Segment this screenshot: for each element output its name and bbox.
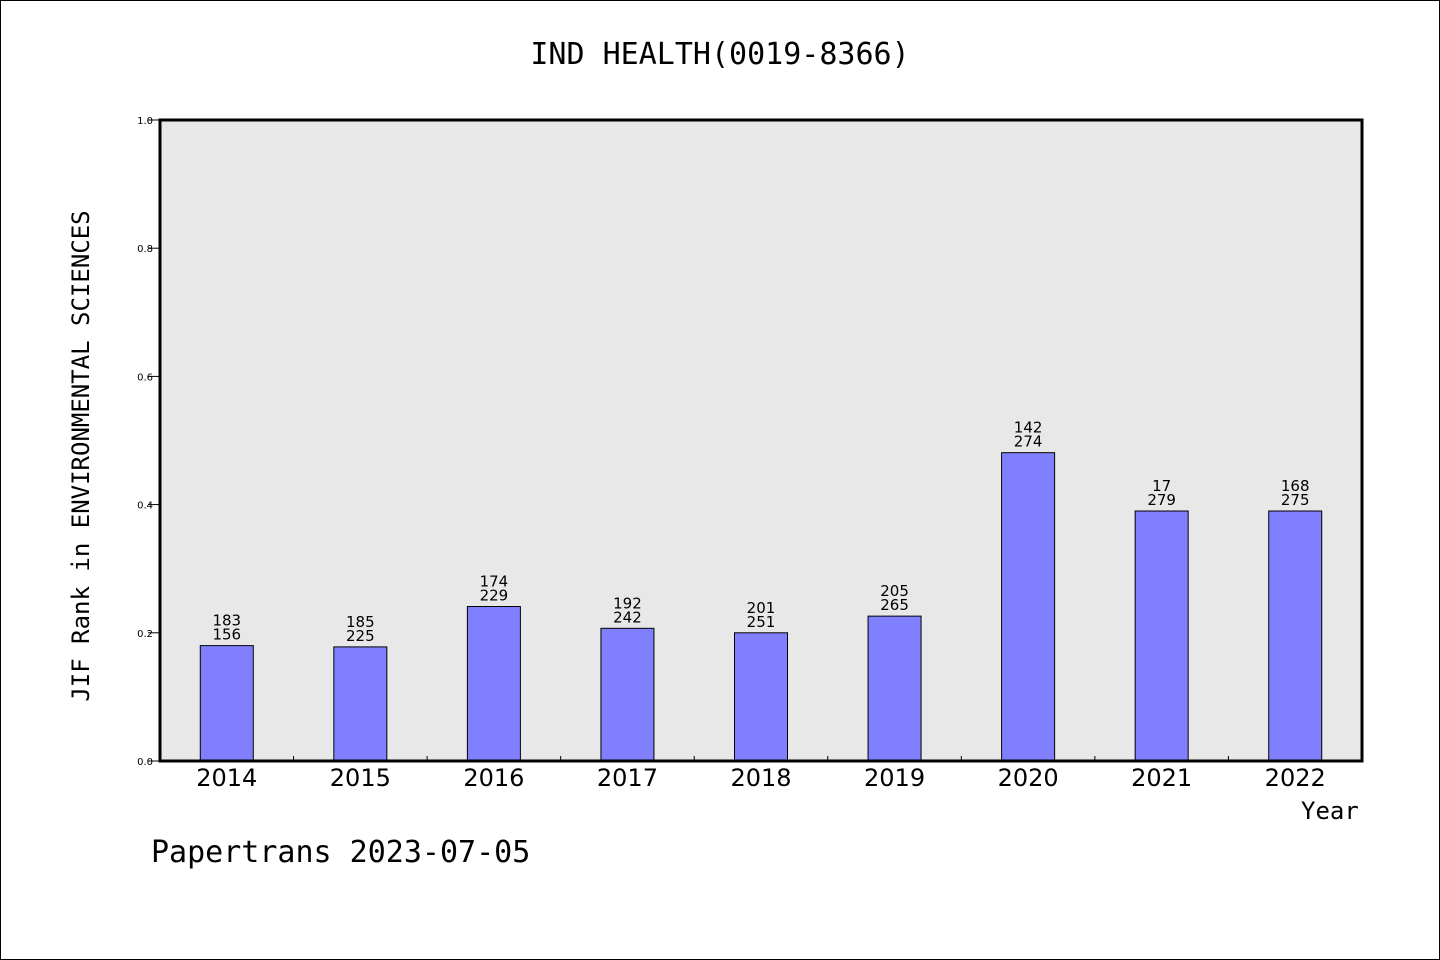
x-tick-label-2016: 2016: [463, 764, 524, 792]
bar-2017: [600, 627, 655, 762]
bar-label-bottom-2021: 279: [1147, 491, 1176, 509]
x-tick-label-2019: 2019: [864, 764, 925, 792]
bar-label-bottom-2022: 275: [1281, 491, 1310, 509]
bar-label-bottom-2015: 225: [346, 627, 375, 645]
y-tick-label: 0.4: [137, 501, 153, 512]
y-tick-label: 0.0: [137, 757, 153, 768]
x-tick-label-2022: 2022: [1265, 764, 1326, 792]
bar-2014: [199, 645, 254, 762]
bar-label-bottom-2017: 242: [613, 608, 642, 626]
bar-label-top-2021: 17: [1152, 477, 1171, 495]
footer-credit: Papertrans 2023-07-05: [151, 835, 531, 870]
bar-label-bottom-2019: 265: [880, 596, 909, 614]
bar-label-bottom-2016: 229: [480, 587, 509, 605]
bar-label-top-2014: 183: [212, 612, 241, 630]
x-tick-label-2020: 2020: [998, 764, 1059, 792]
bar-label-top-2022: 168: [1281, 477, 1310, 495]
x-tick-label-2014: 2014: [196, 764, 257, 792]
bar-label-bottom-2014: 156: [212, 626, 241, 644]
bar-label-top-2017: 192: [613, 594, 642, 612]
plot-border: [158, 118, 1364, 763]
bar-2021: [1134, 510, 1189, 762]
y-tick-label: 0.8: [137, 244, 153, 255]
y-tick-label: 1.0: [137, 116, 153, 127]
y-tick-label: 0.6: [137, 372, 153, 383]
bar-label-bottom-2018: 251: [747, 613, 776, 631]
x-tick-label-2015: 2015: [330, 764, 391, 792]
bar-2022: [1268, 510, 1323, 762]
bar-2020: [1001, 452, 1056, 762]
bar-label-top-2018: 201: [747, 599, 776, 617]
x-axis-label: Year: [1301, 797, 1359, 825]
x-tick-label-2018: 2018: [730, 764, 791, 792]
x-tick-label-2017: 2017: [597, 764, 658, 792]
bar-2018: [734, 632, 788, 762]
x-tick-label-2021: 2021: [1131, 764, 1192, 792]
bar-2016: [466, 606, 521, 762]
bar-2019: [867, 615, 922, 762]
bar-label-top-2016: 174: [480, 573, 509, 591]
chart-title: IND HEALTH(0019-8366): [530, 37, 910, 72]
bar-label-bottom-2020: 274: [1014, 433, 1043, 451]
bar-label-top-2020: 142: [1014, 419, 1043, 437]
bar-2015: [333, 646, 388, 762]
y-tick-label: 0.2: [137, 629, 153, 640]
bar-label-top-2015: 185: [346, 613, 375, 631]
bar-label-top-2019: 205: [880, 582, 909, 600]
